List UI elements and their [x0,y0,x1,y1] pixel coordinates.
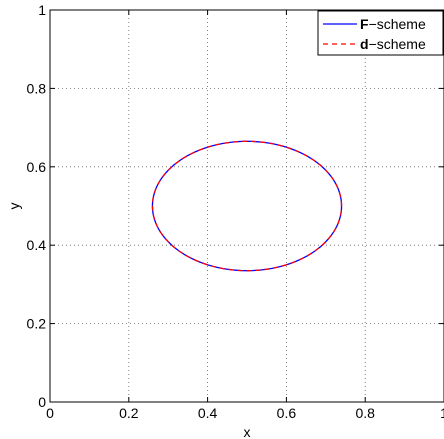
x-tick-label-0: 0 [46,405,54,421]
legend-label-f-scheme-bold: F [360,16,369,32]
ticks: 0 0.2 0.4 0.6 0.8 1 0 0.2 0.4 0.6 0.8 1 [27,2,444,421]
y-tick-label-5: 1 [38,2,46,18]
y-tick-label-4: 0.8 [27,80,47,96]
y-tick-label-3: 0.6 [27,159,47,175]
grid [50,10,444,402]
y-tick-label-2: 0.4 [27,237,47,253]
y-tick-label-1: 0.2 [27,316,47,332]
x-tick-label-4: 0.8 [355,405,375,421]
series-layer [151,140,343,272]
series-curve-d-scheme [151,140,343,272]
plot-frame [49,9,444,403]
x-axis-label: x [244,424,251,439]
x-tick-label-1: 0.2 [119,405,139,421]
legend: F−scheme d−scheme [317,10,444,56]
legend-label-d-scheme: d−scheme [360,36,426,52]
x-tick-label-3: 0.6 [277,405,297,421]
legend-label-d-scheme-rest: −scheme [369,36,426,52]
y-axis-label: y [6,203,22,210]
x-tick-label-2: 0.4 [198,405,218,421]
legend-label-f-scheme-rest: −scheme [369,16,426,32]
legend-box [317,10,444,56]
legend-label-d-scheme-bold: d [360,36,369,52]
legend-label-f-scheme: F−scheme [360,16,426,32]
y-tick-label-0: 0 [38,394,46,410]
x-tick-label-5: 1 [440,405,444,421]
